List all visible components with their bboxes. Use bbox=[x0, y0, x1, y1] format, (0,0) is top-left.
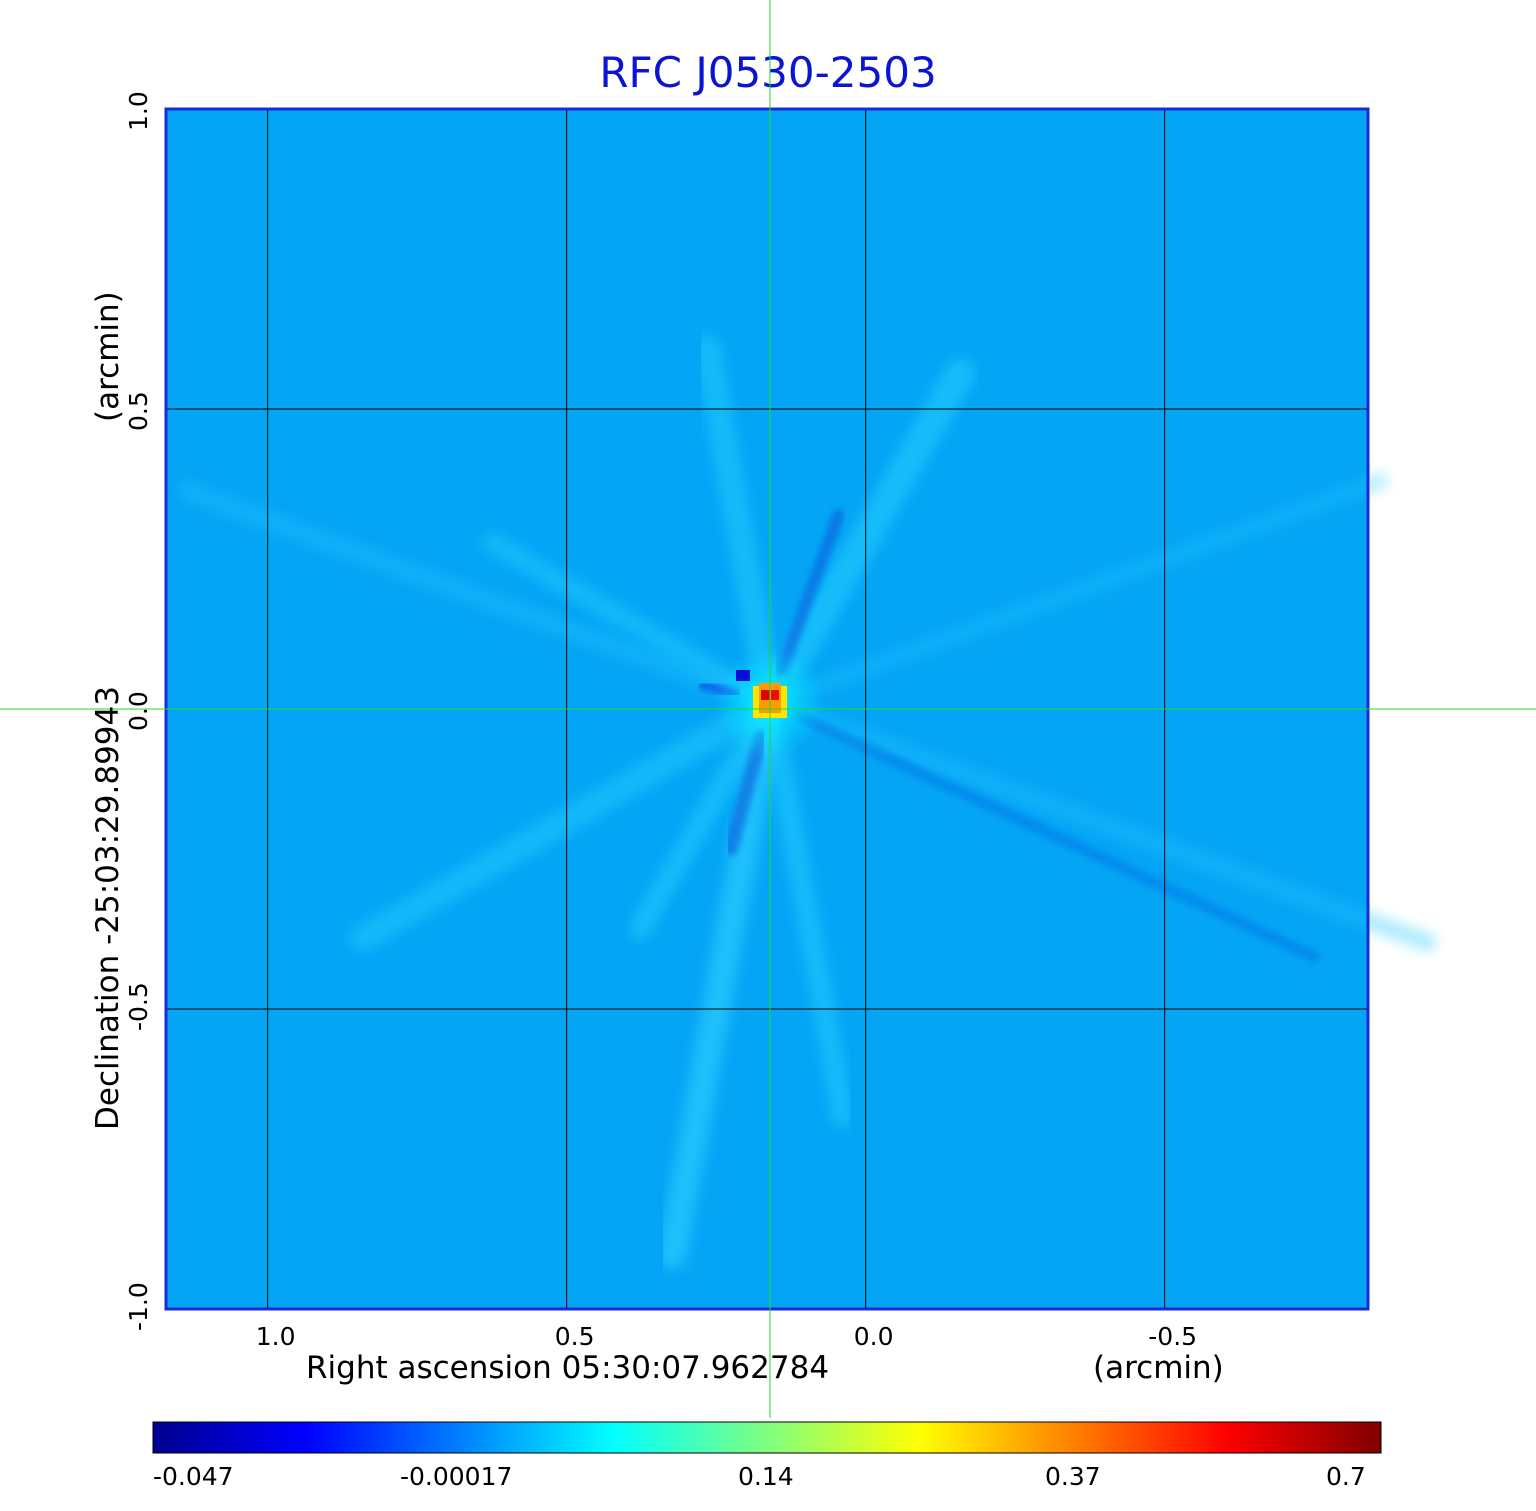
source-peak-pixel bbox=[760, 690, 770, 700]
y-tick-label: -0.5 bbox=[124, 982, 153, 1031]
sidelobe-ray bbox=[754, 358, 975, 718]
colorbar-tick-label: 0.37 bbox=[1045, 1462, 1101, 1491]
sidelobe-ray bbox=[178, 481, 779, 712]
sidelobe-ray bbox=[658, 689, 784, 1269]
y-tick-label: 0.0 bbox=[124, 691, 153, 731]
x-tick-label: 0.5 bbox=[554, 1322, 595, 1351]
colorbar-tick-label: -0.00017 bbox=[400, 1462, 513, 1491]
colorbar-tick-label: -0.047 bbox=[153, 1462, 234, 1491]
negative-streak bbox=[775, 509, 845, 677]
negative-streak bbox=[795, 711, 1320, 963]
sidelobe-ray bbox=[694, 335, 783, 716]
negative-pixel bbox=[735, 670, 750, 681]
x-axis-unit: (arcmin) bbox=[1093, 1350, 1224, 1386]
colorbar-gradient bbox=[152, 1421, 1382, 1454]
y-axis-unit: (arcmin) bbox=[90, 291, 126, 422]
x-axis-label: Right ascension 05:30:07.962784 bbox=[306, 1350, 830, 1386]
y-axis-label: Declination -25:03:29.89943 bbox=[90, 686, 126, 1130]
y-tick-label: 1.0 bbox=[124, 91, 153, 131]
colorbar-tick-label: 0.14 bbox=[738, 1462, 794, 1491]
x-tick-label: 0.0 bbox=[853, 1322, 894, 1351]
sidelobe-ray bbox=[760, 694, 1437, 952]
source-peak-pixel bbox=[770, 690, 779, 700]
y-tick-label: -1.0 bbox=[124, 1282, 153, 1331]
sidelobe-ray bbox=[758, 692, 854, 1128]
y-tick-label: 0.5 bbox=[124, 391, 153, 431]
sidelobe-ray bbox=[761, 472, 1389, 711]
colorbar bbox=[152, 1421, 1382, 1454]
x-tick-label: 1.0 bbox=[255, 1322, 296, 1351]
colorbar-tick-label: 0.7 bbox=[1326, 1462, 1366, 1491]
x-tick-label: -0.5 bbox=[1148, 1322, 1198, 1351]
chart-title: RFC J0530-2503 bbox=[599, 48, 937, 97]
crosshair bbox=[0, 0, 1536, 1418]
